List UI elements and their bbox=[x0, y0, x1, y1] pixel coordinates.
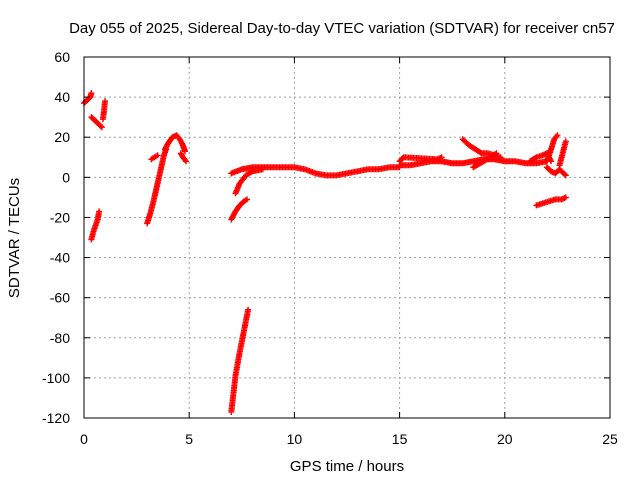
y-tick-label: -60 bbox=[50, 290, 70, 306]
data-point bbox=[493, 150, 500, 157]
plot-frame bbox=[83, 56, 611, 419]
x-tick-label: 25 bbox=[602, 431, 618, 447]
y-tick-label: -80 bbox=[50, 330, 70, 346]
data-point bbox=[438, 154, 445, 161]
x-tick-label: 5 bbox=[185, 431, 193, 447]
y-tick-label: -120 bbox=[42, 410, 70, 426]
data-point bbox=[497, 154, 504, 161]
y-axis-label: SDTVAR / TECUs bbox=[6, 178, 23, 298]
grid-layer bbox=[84, 57, 610, 418]
x-tick-label: 20 bbox=[497, 431, 513, 447]
x-tick-label: 10 bbox=[287, 431, 303, 447]
data-point bbox=[562, 194, 569, 201]
x-tick-label: 0 bbox=[80, 431, 88, 447]
data-point bbox=[96, 208, 103, 215]
x-axis-label: GPS time / hours bbox=[290, 458, 404, 475]
data-point bbox=[562, 138, 569, 145]
data-point bbox=[181, 148, 188, 155]
data-point-interp bbox=[561, 171, 568, 178]
data-point bbox=[154, 152, 161, 159]
data-point bbox=[102, 98, 109, 105]
ticks-layer: 0 5 10 15 20 25 -120 -100 -80 -60 -40 -20 0 20 40 60 bbox=[42, 49, 618, 447]
data-point-interp bbox=[97, 123, 104, 130]
data-point bbox=[562, 172, 569, 179]
chart-title: Day 055 of 2025, Sidereal Day-to-day VTE… bbox=[69, 20, 615, 37]
y-tick-label: -40 bbox=[50, 250, 70, 266]
y-tick-label: -100 bbox=[42, 370, 70, 386]
y-tick-label: 20 bbox=[54, 129, 70, 145]
y-tick-label: 0 bbox=[62, 169, 70, 185]
y-tick-label: -20 bbox=[50, 209, 70, 225]
x-tick-label: 15 bbox=[392, 431, 408, 447]
data-point bbox=[183, 158, 190, 165]
data-point-interp bbox=[477, 149, 484, 156]
data-point bbox=[244, 196, 251, 203]
y-tick-label: 60 bbox=[54, 49, 70, 65]
data-point bbox=[245, 306, 252, 313]
data-point bbox=[554, 132, 561, 139]
points-layer bbox=[81, 90, 569, 415]
data-point bbox=[98, 124, 105, 131]
data-point bbox=[88, 90, 95, 97]
y-tick-label: 40 bbox=[54, 89, 70, 105]
data-point-interp bbox=[492, 151, 499, 158]
